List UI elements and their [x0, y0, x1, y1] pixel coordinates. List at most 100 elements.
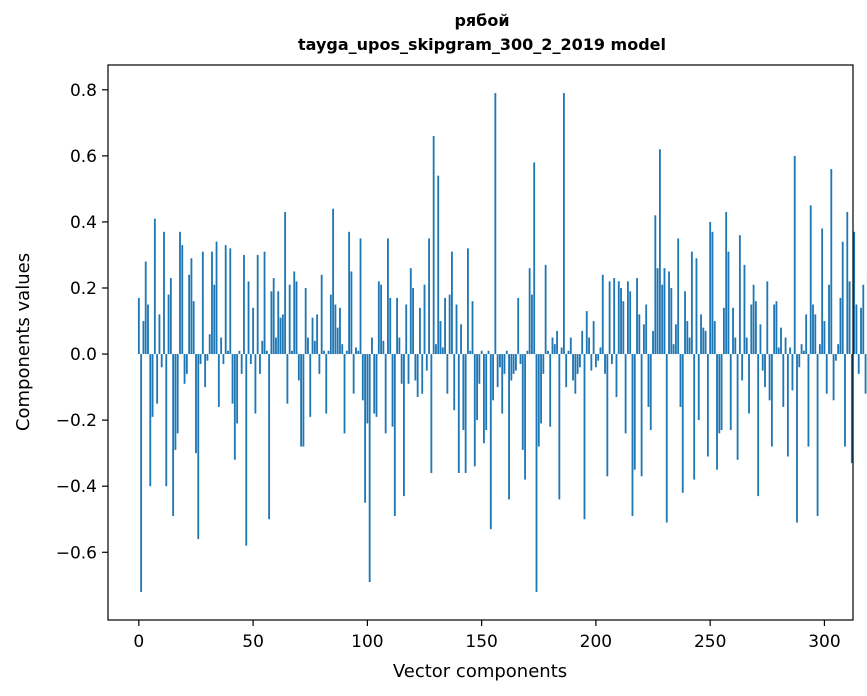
bar: [581, 330, 584, 355]
bar: [588, 337, 590, 355]
bar: [713, 321, 716, 355]
bar: [261, 340, 264, 355]
bar: [364, 354, 367, 503]
bar: [400, 354, 403, 384]
y-axis-label: Components values: [13, 253, 34, 431]
bar: [839, 297, 842, 355]
bar: [526, 350, 529, 355]
bar: [770, 354, 773, 447]
bar: [814, 314, 817, 355]
bar: [654, 215, 657, 355]
bar: [540, 354, 542, 424]
bar: [706, 354, 709, 457]
bar: [729, 354, 732, 431]
bar: [227, 350, 229, 355]
bar: [325, 354, 328, 414]
bar: [501, 354, 504, 414]
bar: [547, 350, 549, 355]
bar: [645, 304, 648, 355]
bar: [451, 251, 453, 355]
bar: [686, 321, 689, 355]
bar: [775, 301, 778, 355]
bar: [766, 281, 769, 355]
bar: [535, 354, 538, 592]
bar: [704, 330, 707, 355]
bar: [649, 354, 652, 431]
bar: [208, 334, 211, 355]
bar: [807, 354, 810, 447]
bar: [270, 291, 273, 355]
bar: [462, 354, 465, 431]
bar: [316, 314, 319, 355]
bar: [245, 354, 248, 546]
bar: [738, 235, 741, 355]
bar: [169, 278, 172, 355]
bar: [238, 350, 241, 355]
bar: [142, 321, 145, 355]
bar: [798, 354, 801, 368]
bar: [551, 337, 554, 355]
bar: [277, 291, 280, 355]
bar: [494, 93, 497, 355]
bar: [505, 350, 508, 355]
bar: [684, 291, 686, 355]
bar: [174, 354, 177, 450]
bar: [579, 354, 581, 368]
y-tick-label: −0.2: [56, 411, 97, 431]
bar: [658, 149, 661, 355]
bar: [679, 354, 682, 407]
bar: [425, 354, 428, 371]
bar: [560, 347, 563, 355]
bar: [297, 354, 300, 381]
bar: [821, 228, 824, 355]
bar: [419, 307, 421, 355]
bar: [334, 304, 337, 355]
bar: [695, 258, 698, 355]
bar: [613, 278, 616, 355]
bar: [492, 354, 494, 401]
bar: [357, 350, 360, 355]
bar: [499, 354, 501, 368]
y-tick-label: −0.6: [56, 543, 97, 563]
y-axis-ticks: −0.6 −0.4 −0.2 0.0 0.2 0.4 0.6 0.8: [56, 81, 108, 563]
bar: [757, 354, 760, 497]
bar: [199, 354, 202, 364]
bar: [432, 136, 435, 355]
bar: [393, 354, 396, 516]
bar: [355, 347, 357, 355]
bar: [681, 354, 684, 493]
bar: [688, 337, 691, 355]
bar: [663, 268, 666, 355]
bar: [789, 347, 792, 355]
bar: [512, 354, 515, 374]
bar: [583, 354, 586, 520]
bar: [300, 354, 303, 447]
bar: [446, 354, 449, 394]
bar: [672, 344, 675, 355]
bar: [517, 297, 520, 355]
x-tick-label: 50: [242, 632, 264, 652]
bar: [816, 354, 819, 516]
bar: [140, 354, 143, 592]
bar: [800, 344, 803, 355]
bar: [181, 245, 184, 355]
bar: [736, 354, 739, 460]
bar: [553, 344, 556, 355]
bar: [567, 350, 570, 355]
bar: [377, 281, 380, 355]
bar: [215, 241, 218, 355]
bar: [754, 301, 757, 355]
bar: [537, 354, 540, 447]
bar: [569, 337, 572, 355]
bar: [398, 337, 401, 355]
y-tick-label: 0.2: [70, 279, 97, 299]
bar: [448, 294, 451, 355]
bar: [179, 231, 181, 355]
bar: [665, 354, 668, 523]
bar: [716, 354, 718, 470]
bar: [626, 281, 629, 355]
bar: [693, 354, 696, 480]
bar: [471, 301, 474, 355]
bar: [837, 344, 840, 355]
bar: [387, 238, 389, 355]
